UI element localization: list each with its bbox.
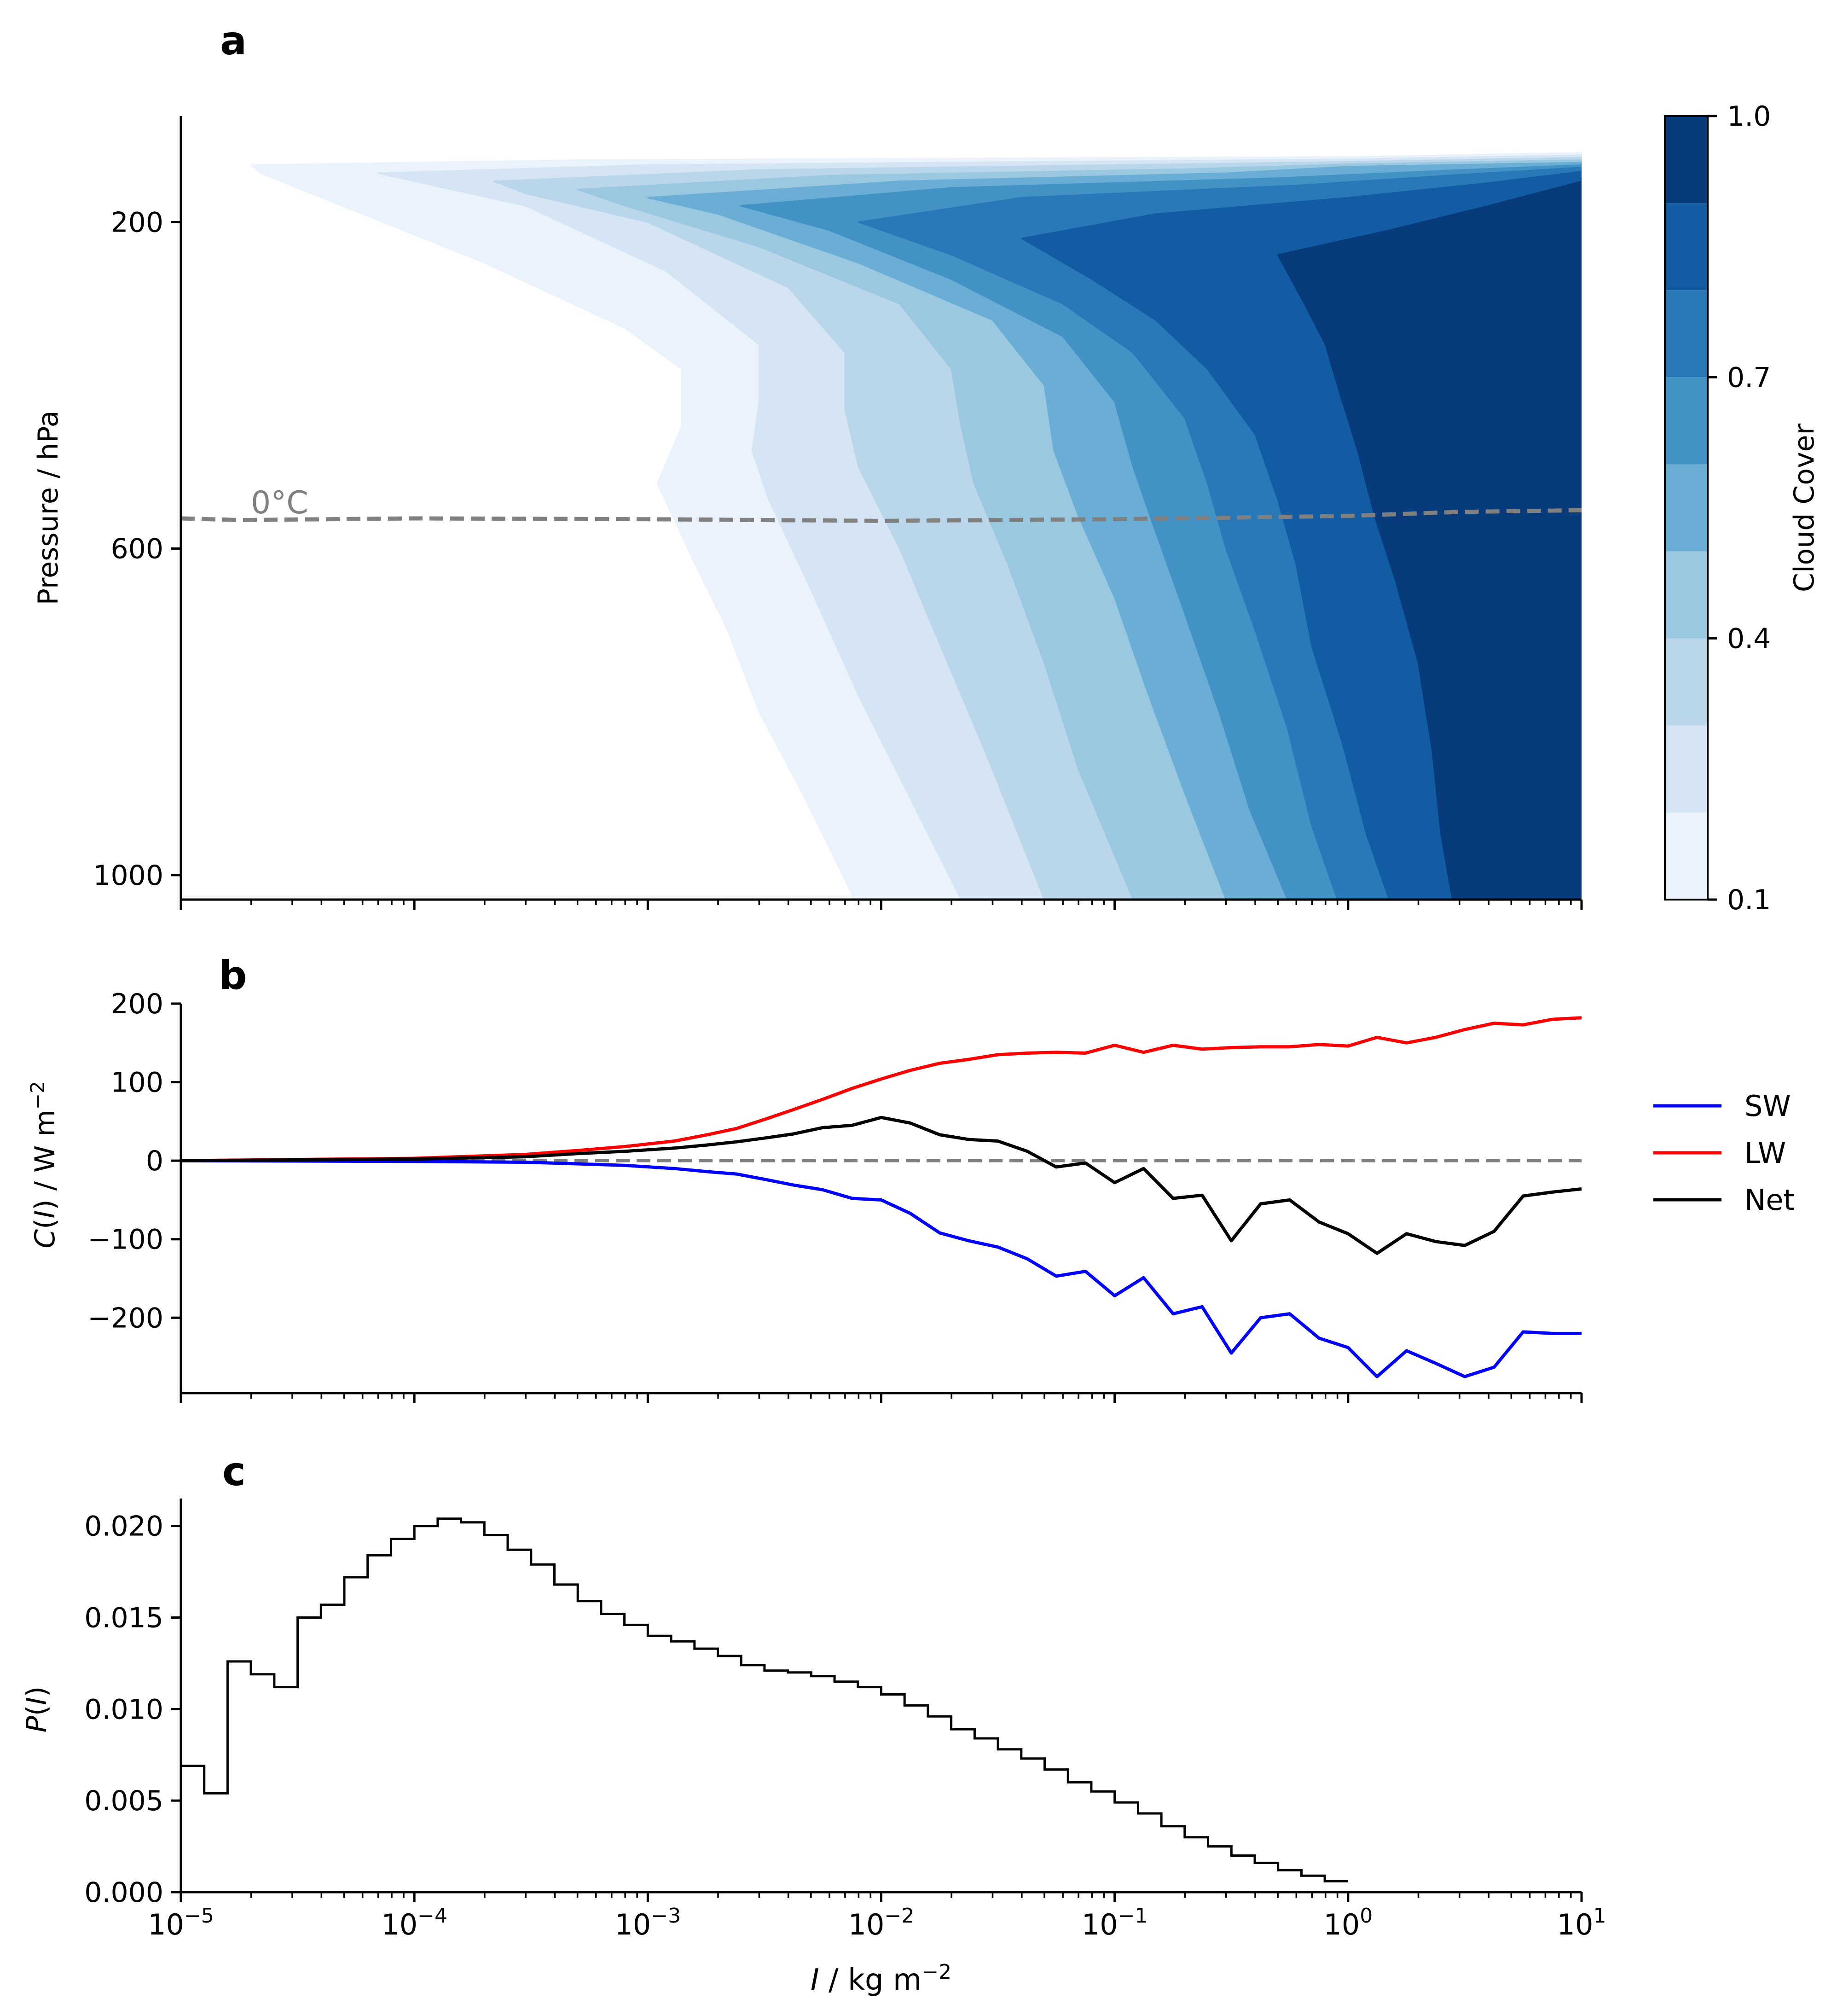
panel-b-ylabel-c: C <box>29 1229 61 1249</box>
panel-b-ylabel-paren: ( <box>29 1218 61 1229</box>
panel-c-label: c <box>222 1449 246 1495</box>
x-tick-label: 100 <box>1323 1904 1373 1941</box>
cloud-cover-contours <box>250 149 1582 900</box>
x-axis-label-italic: I <box>811 1963 819 1997</box>
colorbar-segment <box>1665 203 1708 290</box>
panel-b-ytick-label: −200 <box>87 1302 163 1334</box>
panel-c-ylabel-p: P <box>21 1715 53 1732</box>
panel-b-ylabel-rest: ) / W m <box>29 1110 61 1210</box>
legend-label-sw: SW <box>1744 1089 1791 1123</box>
panel-b-ytick-label: 0 <box>146 1145 163 1177</box>
colorbar-tick-label: 1.0 <box>1727 100 1771 133</box>
x-tick-base: 10 <box>1557 1908 1594 1941</box>
panel-c-ylabel: P(I) <box>21 1686 53 1733</box>
panel-a-label: a <box>220 18 247 64</box>
x-tick-label: 10−5 <box>148 1904 214 1941</box>
panel-b-ylabel-sup: −2 <box>26 1081 49 1110</box>
colorbar-segment <box>1665 464 1708 552</box>
colorbar-segment <box>1665 377 1708 465</box>
panel-a-ytick-label: 200 <box>110 206 163 238</box>
panel-a-ylabel: Pressure / hPa <box>32 411 64 605</box>
freezing-level-label: 0°C <box>251 485 308 521</box>
colorbar-segment <box>1665 551 1708 639</box>
colorbar: 0.1 0.4 0.7 1.0 <box>1664 100 1771 916</box>
x-tick-exponent: −4 <box>417 1904 447 1928</box>
colorbar-frame <box>1664 115 1709 901</box>
panel-c-ytick-label: 0.005 <box>84 1785 163 1817</box>
colorbar-label: Cloud Cover <box>1788 424 1820 592</box>
colorbar-segment <box>1665 116 1708 203</box>
panel-a-ytick-label: 600 <box>110 533 163 565</box>
x-tick-base: 10 <box>848 1908 885 1941</box>
x-tick-exponent: −3 <box>651 1904 681 1928</box>
x-tick-exponent: −2 <box>885 1904 915 1928</box>
panel-c-ytick-label: 0.015 <box>84 1602 163 1634</box>
panel-b: b 200 100 0 −100 −200 C(I) / W m−2 SW LW Net <box>26 953 1795 1403</box>
colorbar-segment <box>1665 290 1708 378</box>
panel-c-ylabel-close: ) <box>21 1686 53 1697</box>
x-tick-label: 10−1 <box>1082 1904 1148 1941</box>
x-axis-label: I / kg m−2 <box>811 1960 951 1997</box>
panel-b-axes: 200 100 0 −100 −200 <box>87 988 1583 1403</box>
panel-c-ytick-label: 0.020 <box>84 1511 163 1543</box>
x-tick-base: 10 <box>614 1908 651 1941</box>
colorbar-tick-label: 0.1 <box>1727 884 1771 916</box>
x-tick-exponent: 0 <box>1360 1904 1373 1928</box>
panel-b-ylabel: C(I) / W m−2 <box>26 1081 61 1249</box>
x-axis-label-sup: −2 <box>922 1960 951 1984</box>
panel-c-ylabel-paren: ( <box>21 1705 53 1716</box>
series-line-lw <box>180 1016 1582 1162</box>
x-axis-label-rest: / kg m <box>819 1963 922 1997</box>
panel-b-label: b <box>219 953 247 999</box>
colorbar-tick-label: 0.4 <box>1727 623 1771 655</box>
x-tick-label: 10−2 <box>848 1904 915 1941</box>
x-tick-label: 10−3 <box>614 1904 681 1941</box>
x-tick-exponent: 1 <box>1593 1904 1606 1928</box>
panel-c-ytick-label: 0.010 <box>84 1693 163 1726</box>
panel-b-ylabel-italic: I <box>29 1210 61 1219</box>
panel-b-ytick-label: 200 <box>110 988 163 1020</box>
panel-c: c 10−5 10−4 10−3 10−2 10−1 100 1010.0000.0050.… <box>21 1449 1606 1997</box>
contour-level-9 <box>1277 175 1582 900</box>
panel-a-axes: 200 600 1000 <box>93 116 1583 910</box>
colorbar-segment <box>1665 725 1708 813</box>
x-tick-exponent: −5 <box>184 1904 214 1928</box>
x-tick-base: 10 <box>1082 1908 1118 1941</box>
x-tick-base: 10 <box>148 1908 184 1941</box>
x-tick-label: 10−4 <box>381 1904 447 1941</box>
x-tick-label: 101 <box>1557 1904 1606 1941</box>
panel-c-ylabel-italic: I <box>21 1697 53 1705</box>
colorbar-segment <box>1665 812 1708 900</box>
legend-label-lw: LW <box>1744 1136 1786 1170</box>
legend: SW LW Net <box>1653 1089 1795 1217</box>
panel-a-ytick-label: 1000 <box>93 860 163 892</box>
panel-b-ytick-label: 100 <box>110 1067 163 1099</box>
panel-c-ytick-label: 0.000 <box>84 1877 163 1909</box>
legend-label-net: Net <box>1744 1183 1795 1217</box>
series-line-sw <box>180 1159 1582 1378</box>
colorbar-tick-label: 0.7 <box>1727 361 1771 394</box>
series-line-net <box>180 1115 1582 1255</box>
panel-c-axes: 10−5 10−4 10−3 10−2 10−1 100 1010.0000.0050.01… <box>84 1499 1606 1941</box>
panel-b-ytick-label: −100 <box>87 1224 163 1256</box>
x-tick-base: 10 <box>381 1908 417 1941</box>
histogram-step <box>181 1517 1348 1882</box>
panel-b-lines <box>180 1016 1582 1378</box>
freezing-level-line <box>180 508 1582 523</box>
x-tick-exponent: −1 <box>1118 1904 1148 1928</box>
x-tick-base: 10 <box>1323 1908 1360 1941</box>
colorbar-segment <box>1665 638 1708 726</box>
